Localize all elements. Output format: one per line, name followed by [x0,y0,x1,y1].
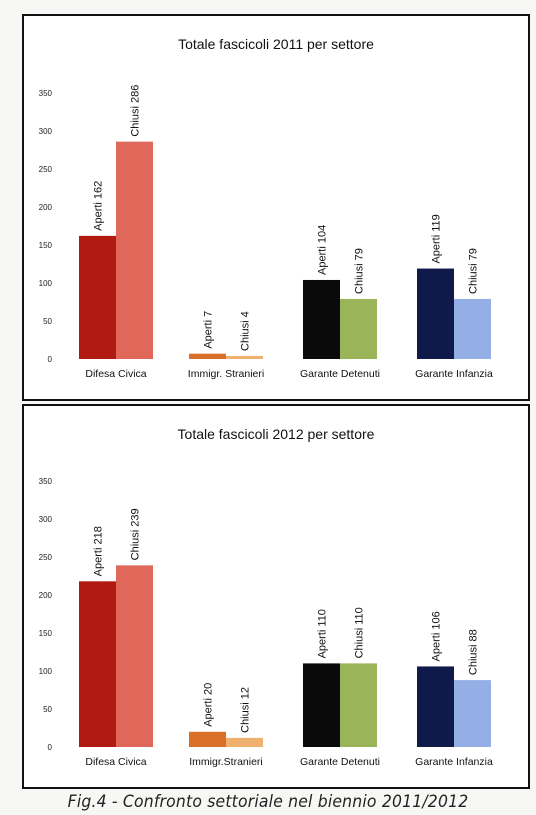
x-category-label: Garante Infanzia [415,756,493,768]
y-tick-label: 100 [39,279,53,288]
y-tick-label: 50 [43,317,52,326]
y-tick-label: 0 [48,743,53,752]
data-label: Chiusi 4 [240,311,252,351]
y-tick-label: 100 [39,667,53,676]
bar-chart-2011: 0 50 100 150 200 250 300 350 Aperti 162 Chiusi 28… [39,85,493,380]
x-category-label: Garante Detenuti [300,368,380,380]
y-tick-label: 300 [39,127,53,136]
y-tick-label: 50 [43,705,52,714]
chart-panel-2011: Totale fascicoli 2011 per settore 0 50 100… [22,14,530,401]
data-label: Chiusi 286 [130,85,142,137]
bar [79,581,116,747]
chart-title: Totale fascicoli 2012 per settore [177,426,375,442]
data-label: Chiusi 110 [354,607,366,658]
data-label: Aperti 162 [93,181,105,231]
y-tick-label: 350 [39,89,53,98]
bar [303,279,340,359]
bar [189,731,226,747]
y-tick-label: 250 [39,165,53,174]
figure-caption: Fig.4 - Confronto settoriale nel biennio… [67,792,469,812]
x-category-label: Immigr. Stranieri [188,368,264,380]
bar [226,737,263,747]
data-label: Aperti 218 [93,526,105,576]
y-tick-label: 200 [39,203,53,212]
data-label: Aperti 20 [203,683,215,727]
y-tick-label: 350 [39,477,53,486]
data-label: Aperti 104 [317,225,329,275]
data-label: Chiusi 12 [240,687,252,733]
bar [417,666,454,747]
bar [340,663,377,747]
bar [340,298,377,359]
bar [116,565,153,747]
data-label: Aperti 106 [431,611,443,661]
bar [303,663,340,747]
bar [417,268,454,359]
data-label: Chiusi 79 [468,248,480,294]
y-tick-label: 250 [39,553,53,562]
y-tick-label: 150 [39,241,53,250]
bar [226,355,263,359]
chart-panel-2012: Totale fascicoli 2012 per settore 0 50 100… [22,404,530,789]
y-tick-label: 300 [39,515,53,524]
data-label: Chiusi 79 [354,248,366,294]
x-category-label: Garante Detenuti [300,756,380,768]
bar [116,141,153,359]
bar [454,298,491,359]
x-category-label: Difesa Civica [85,756,146,768]
data-label: Chiusi 88 [468,629,480,675]
bar [454,680,491,747]
data-label: Aperti 119 [431,214,443,263]
x-category-label: Immigr.Stranieri [189,756,263,768]
y-tick-label: 0 [48,355,53,364]
bar [79,235,116,359]
y-tick-label: 200 [39,591,53,600]
x-category-label: Garante Infanzia [415,368,493,380]
x-category-label: Difesa Civica [85,368,146,380]
chart-title: Totale fascicoli 2011 per settore [178,36,374,52]
data-label: Chiusi 239 [130,508,142,560]
bar [189,353,226,359]
y-tick-label: 150 [39,629,53,638]
bar-chart-2012: 0 50 100 150 200 250 300 350 Aperti 218 Chiusi 23… [39,477,493,768]
data-label: Aperti 110 [317,609,329,658]
data-label: Aperti 7 [203,311,215,349]
